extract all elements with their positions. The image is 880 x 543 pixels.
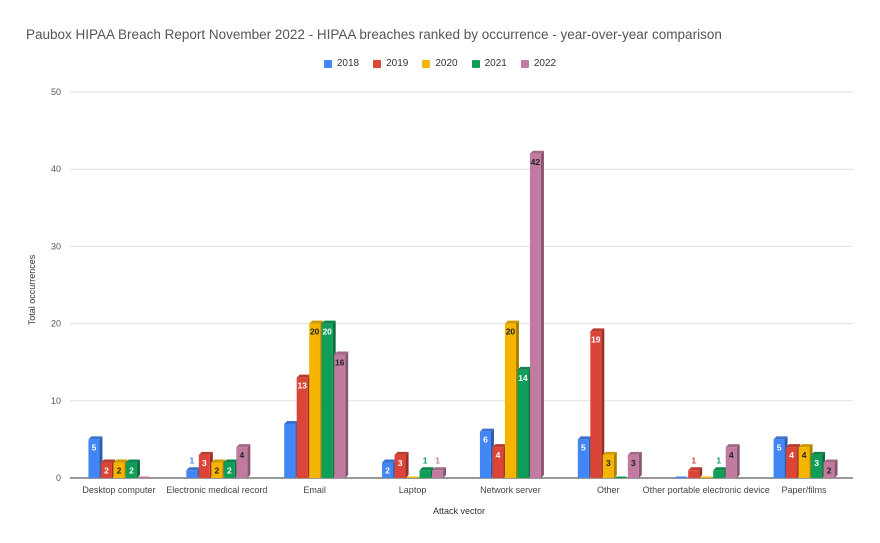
- bar-2020-6[interactable]: [700, 476, 712, 479]
- x-tick-label: Other portable electronic device: [643, 485, 770, 495]
- bar-2021-4[interactable]: [517, 366, 532, 478]
- bar-2022-2[interactable]: [334, 351, 349, 478]
- data-label: 3: [631, 458, 636, 468]
- legend-label: 2018: [336, 58, 360, 69]
- data-label: 6: [483, 435, 488, 445]
- x-tick-label: Desktop computer: [82, 485, 155, 495]
- bar-2022-1[interactable]: [236, 444, 251, 478]
- legend-item-2020[interactable]: 2020: [422, 58, 458, 69]
- bar-2018-1[interactable]: [186, 467, 201, 478]
- bar-2020-4[interactable]: [504, 320, 519, 478]
- x-tick-label: Paper/films: [782, 485, 828, 495]
- data-label: 4: [729, 450, 734, 460]
- bar-2021-0[interactable]: [125, 459, 140, 478]
- legend-item-2022[interactable]: 2022: [520, 58, 557, 69]
- bar-2018-6[interactable]: [675, 476, 687, 479]
- legend-label: 2022: [533, 58, 557, 69]
- legend-item-2018[interactable]: 2018: [323, 58, 360, 69]
- legend-swatch: [422, 59, 431, 68]
- y-tick-label: 0: [56, 473, 61, 483]
- y-axis-title: Total occurrences: [27, 254, 37, 325]
- data-label: 3: [202, 458, 207, 468]
- data-label: 2: [385, 466, 390, 476]
- data-label: 4: [802, 450, 807, 460]
- bar-2018-2[interactable]: [284, 420, 299, 478]
- legend-swatch: [323, 59, 332, 68]
- bar-2021-6[interactable]: [713, 467, 728, 478]
- bar-2022-0[interactable]: [138, 476, 150, 479]
- data-label: 3: [398, 458, 403, 468]
- legend-label: 2019: [386, 58, 409, 69]
- y-tick-label: 20: [51, 319, 61, 329]
- category-labels: Desktop computer Electronic medical recor…: [82, 485, 827, 495]
- legend: 2018 2019 2020 2021 2022: [0, 58, 880, 69]
- bar-2021-2[interactable]: [321, 320, 336, 478]
- bar-2020-5[interactable]: [602, 451, 617, 478]
- data-label: 5: [777, 442, 782, 452]
- y-tick-label: 50: [51, 87, 61, 97]
- data-label: 5: [581, 442, 586, 452]
- bar-2022-5[interactable]: [627, 451, 642, 478]
- data-label: 1: [435, 455, 440, 465]
- bar-2019-6[interactable]: [688, 467, 703, 478]
- data-label: 2: [214, 466, 219, 476]
- x-tick-label: Other: [597, 485, 620, 495]
- legend-swatch: [471, 59, 480, 68]
- data-label: 19: [591, 334, 601, 344]
- y-tick-label: 10: [51, 396, 61, 406]
- data-label: 2: [104, 466, 109, 476]
- bar-2020-3[interactable]: [407, 476, 419, 479]
- data-label: 1: [691, 455, 696, 465]
- data-label: 1: [716, 455, 721, 465]
- data-label: 2: [827, 466, 832, 476]
- x-tick-label: Email: [303, 485, 326, 495]
- y-tick-label: 30: [51, 241, 61, 251]
- data-label: 13: [297, 381, 307, 391]
- bar-2019-3[interactable]: [394, 451, 409, 478]
- data-label: 5: [92, 442, 97, 452]
- y-tick-label: 40: [51, 164, 61, 174]
- bar-2022-3[interactable]: [432, 467, 447, 478]
- data-label: 20: [310, 327, 320, 337]
- data-label: 16: [335, 357, 345, 367]
- x-tick-label: Electronic medical record: [166, 485, 267, 495]
- x-axis-title: Attack vector: [433, 506, 485, 516]
- bars: [88, 150, 838, 479]
- data-label: 4: [239, 450, 244, 460]
- data-label: 3: [606, 458, 611, 468]
- data-label: 4: [496, 450, 501, 460]
- legend-item-2019[interactable]: 2019: [373, 58, 408, 69]
- legend-item-2021[interactable]: 2021: [471, 58, 507, 69]
- bar-2021-5[interactable]: [615, 476, 627, 479]
- data-label: 1: [423, 455, 428, 465]
- bar-2022-6[interactable]: [725, 444, 740, 478]
- legend-swatch: [373, 59, 382, 68]
- x-tick-label: Network server: [480, 485, 541, 495]
- chart-title: Paubox HIPAA Breach Report November 2022…: [26, 27, 722, 42]
- bar-2019-5[interactable]: [590, 328, 605, 478]
- data-label: 2: [117, 466, 122, 476]
- x-tick-label: Laptop: [399, 485, 427, 495]
- gridlines: 0 10 20 30 40 50: [51, 87, 853, 483]
- data-label: 4: [789, 450, 794, 460]
- bar-2022-4[interactable]: [529, 150, 544, 478]
- data-label: 20: [322, 327, 332, 337]
- data-label: 2: [227, 466, 232, 476]
- legend-label: 2021: [484, 58, 507, 69]
- legend-swatch: [520, 59, 529, 68]
- bar-2020-2[interactable]: [309, 320, 324, 478]
- data-label: 3: [814, 458, 819, 468]
- data-label: 14: [518, 373, 528, 383]
- data-label: 20: [506, 327, 516, 337]
- legend-label: 2020: [435, 58, 458, 69]
- data-label: 2: [129, 466, 134, 476]
- bar-2021-3[interactable]: [419, 467, 434, 478]
- data-label: 1: [189, 455, 194, 465]
- data-label: 42: [531, 157, 541, 167]
- bar-2022-7[interactable]: [823, 459, 838, 478]
